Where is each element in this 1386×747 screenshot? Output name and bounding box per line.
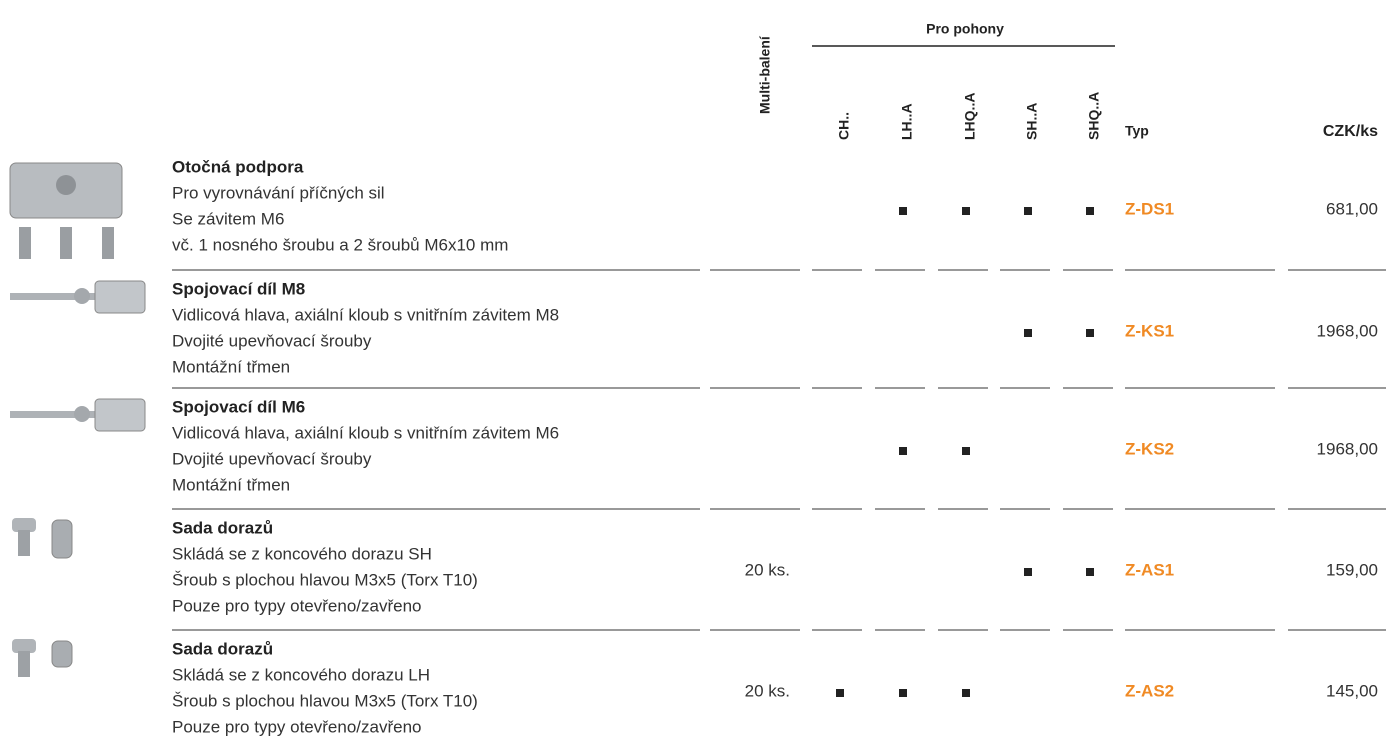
product-price: 159,00	[1326, 560, 1378, 579]
compat-mark	[899, 207, 907, 215]
multi-pack: 20 ks.	[745, 560, 790, 579]
product-line: Vidlicová hlava, axiální kloub s vnitřní…	[172, 423, 559, 442]
compat-mark	[1024, 329, 1032, 337]
product-line: vč. 1 nosného šroubu a 2 šroubů M6x10 mm	[172, 235, 508, 254]
product-image	[56, 175, 76, 195]
column-header: LH..A	[899, 103, 915, 140]
product-image	[51, 640, 73, 668]
product-type[interactable]: Z-DS1	[1125, 199, 1174, 218]
product-line: Šroub s plochou hlavou M3x5 (Torx T10)	[172, 691, 478, 710]
product-line: Skládá se z koncového dorazu LH	[172, 665, 430, 684]
product-type[interactable]: Z-KS2	[1125, 439, 1174, 458]
product-line: Se závitem M6	[172, 209, 284, 228]
product-line: Montážní třmen	[172, 357, 290, 376]
product-image	[51, 519, 73, 559]
multi-header: Multi-balení	[757, 35, 773, 114]
product-line: Montážní třmen	[172, 475, 290, 494]
group-header: Pro pohony	[926, 21, 1004, 37]
product-price: 145,00	[1326, 681, 1378, 700]
product-title: Sada dorazů	[172, 518, 273, 537]
compat-mark	[1024, 568, 1032, 576]
product-title: Spojovací díl M6	[172, 397, 305, 416]
compat-mark	[899, 447, 907, 455]
product-line: Vidlicová hlava, axiální kloub s vnitřní…	[172, 305, 559, 324]
compat-mark	[1086, 329, 1094, 337]
compat-mark	[962, 447, 970, 455]
product-image	[12, 639, 36, 653]
product-image	[10, 293, 100, 300]
product-title: Otočná podpora	[172, 157, 304, 176]
multi-pack: 20 ks.	[745, 681, 790, 700]
compat-mark	[836, 689, 844, 697]
product-type[interactable]: Z-KS1	[1125, 321, 1174, 340]
price-header: CZK/ks	[1323, 123, 1378, 140]
product-image	[74, 288, 90, 304]
product-line: Šroub s plochou hlavou M3x5 (Torx T10)	[172, 570, 478, 589]
column-header: SHQ..A	[1086, 92, 1102, 140]
product-image	[10, 411, 100, 418]
compat-mark	[962, 207, 970, 215]
product-line: Dvojité upevňovací šrouby	[172, 449, 372, 468]
product-line: Pouze pro typy otevřeno/zavřeno	[172, 596, 421, 615]
compat-mark	[962, 689, 970, 697]
product-title: Sada dorazů	[172, 639, 273, 658]
column-header: CH..	[836, 112, 852, 140]
product-image	[94, 280, 146, 314]
product-type[interactable]: Z-AS1	[1125, 560, 1174, 579]
product-image	[102, 227, 114, 259]
product-image	[60, 227, 72, 259]
product-image	[12, 518, 36, 532]
product-price: 681,00	[1326, 199, 1378, 218]
product-line: Pouze pro typy otevřeno/zavřeno	[172, 717, 421, 736]
product-image	[18, 651, 30, 677]
product-image	[74, 406, 90, 422]
product-line: Pro vyrovnávání příčných sil	[172, 183, 385, 202]
product-line: Dvojité upevňovací šrouby	[172, 331, 372, 350]
compat-mark	[1024, 207, 1032, 215]
compat-mark	[1086, 207, 1094, 215]
product-title: Spojovací díl M8	[172, 279, 305, 298]
product-line: Skládá se z koncového dorazu SH	[172, 544, 432, 563]
product-image	[18, 530, 30, 556]
product-price: 1968,00	[1317, 321, 1378, 340]
product-type[interactable]: Z-AS2	[1125, 681, 1174, 700]
column-header: LHQ..A	[962, 93, 978, 140]
product-image	[19, 227, 31, 259]
column-header: SH..A	[1024, 103, 1040, 140]
product-price: 1968,00	[1317, 439, 1378, 458]
compat-mark	[899, 689, 907, 697]
product-image	[94, 398, 146, 432]
compat-mark	[1086, 568, 1094, 576]
typ-header: Typ	[1125, 123, 1149, 139]
